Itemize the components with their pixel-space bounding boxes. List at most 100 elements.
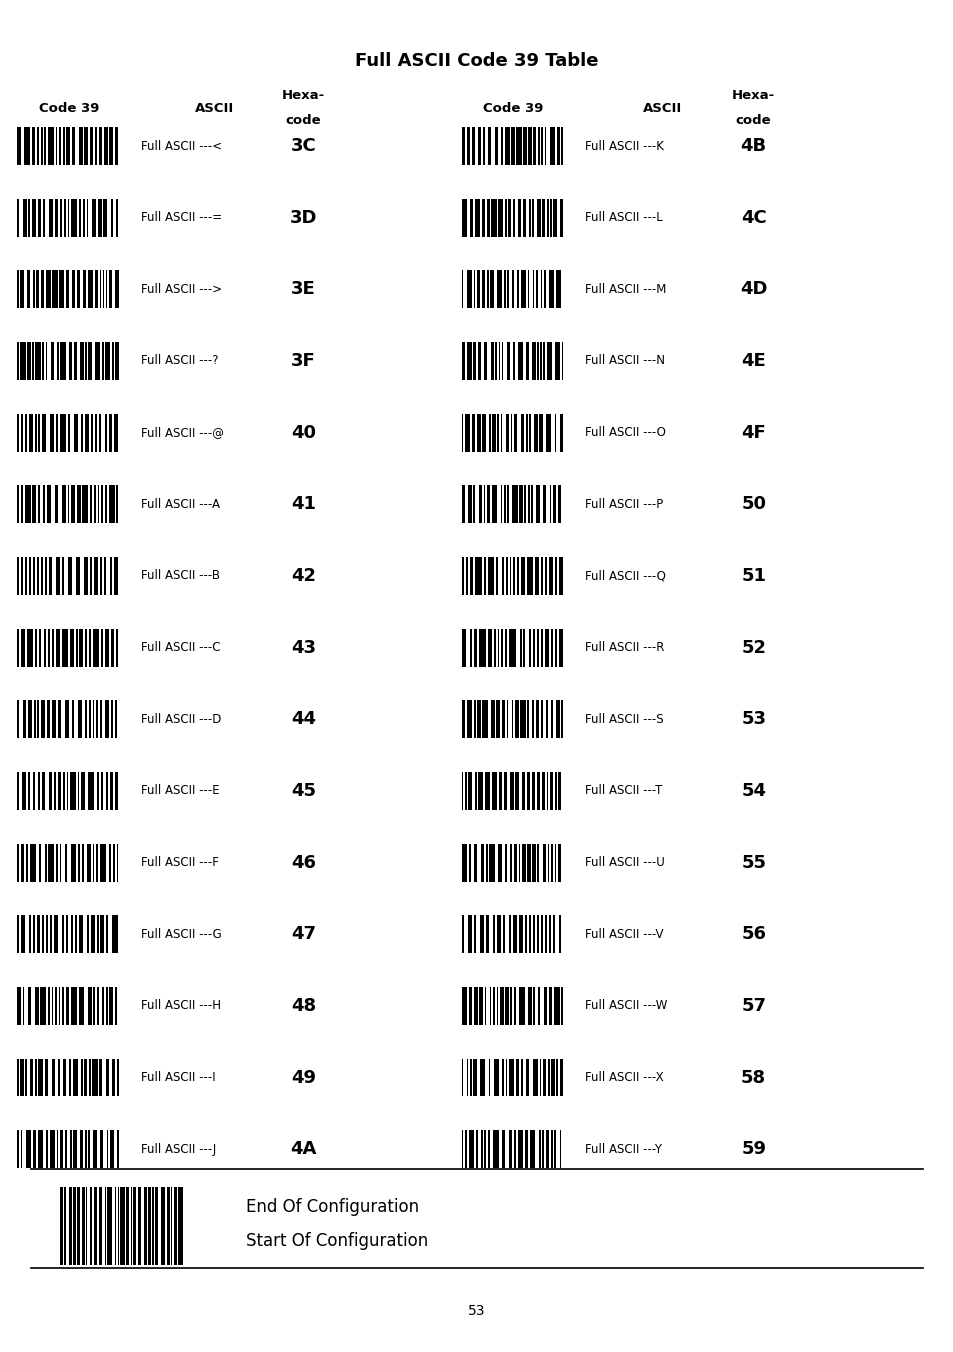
Bar bbox=[97, 772, 99, 810]
Bar bbox=[37, 127, 39, 165]
Bar bbox=[69, 1187, 71, 1265]
Bar bbox=[100, 915, 104, 953]
Bar bbox=[516, 127, 521, 165]
Bar bbox=[52, 700, 55, 738]
Bar bbox=[493, 629, 495, 667]
Bar bbox=[71, 485, 75, 523]
Bar bbox=[99, 270, 101, 308]
Bar bbox=[461, 629, 465, 667]
Text: Hexa-: Hexa- bbox=[731, 89, 775, 103]
Bar bbox=[485, 844, 487, 882]
Bar bbox=[55, 127, 57, 165]
Bar bbox=[497, 844, 501, 882]
Bar bbox=[114, 987, 116, 1025]
Bar bbox=[38, 485, 40, 523]
Bar bbox=[51, 414, 54, 452]
Bar bbox=[518, 844, 520, 882]
Text: 49: 49 bbox=[291, 1068, 315, 1087]
Bar bbox=[496, 557, 497, 595]
Bar bbox=[96, 700, 98, 738]
Bar bbox=[538, 414, 542, 452]
Bar bbox=[507, 485, 509, 523]
Bar bbox=[60, 1187, 63, 1265]
Bar bbox=[523, 629, 525, 667]
Bar bbox=[46, 270, 51, 308]
Bar bbox=[478, 987, 482, 1025]
Bar bbox=[109, 270, 112, 308]
Bar bbox=[54, 199, 58, 237]
Bar bbox=[78, 700, 81, 738]
Bar bbox=[116, 1130, 118, 1168]
Bar bbox=[63, 127, 65, 165]
Bar bbox=[110, 1130, 113, 1168]
Bar bbox=[91, 414, 93, 452]
Bar bbox=[70, 1130, 71, 1168]
Text: Full ASCII ---?: Full ASCII ---? bbox=[141, 354, 218, 368]
Bar bbox=[520, 557, 525, 595]
Bar bbox=[97, 987, 99, 1025]
Bar bbox=[501, 700, 504, 738]
Bar bbox=[109, 414, 112, 452]
Bar bbox=[502, 1059, 503, 1096]
Text: 48: 48 bbox=[291, 996, 315, 1015]
Bar bbox=[66, 987, 70, 1025]
Bar bbox=[514, 414, 517, 452]
Text: Full ASCII ---G: Full ASCII ---G bbox=[141, 927, 222, 941]
Bar bbox=[510, 987, 512, 1025]
Bar bbox=[537, 199, 540, 237]
Bar bbox=[36, 270, 39, 308]
Bar bbox=[89, 1130, 90, 1168]
Bar bbox=[561, 342, 562, 380]
Bar bbox=[21, 915, 25, 953]
Text: Full ASCII ---T: Full ASCII ---T bbox=[584, 784, 661, 798]
Bar bbox=[504, 199, 506, 237]
Bar bbox=[525, 342, 529, 380]
Bar bbox=[82, 1187, 85, 1265]
Bar bbox=[89, 700, 91, 738]
Bar bbox=[461, 987, 467, 1025]
Bar bbox=[101, 629, 103, 667]
Bar bbox=[93, 987, 95, 1025]
Bar bbox=[112, 342, 113, 380]
Bar bbox=[482, 127, 484, 165]
Bar bbox=[65, 1130, 67, 1168]
Bar bbox=[474, 270, 475, 308]
Bar bbox=[508, 199, 511, 237]
Bar bbox=[25, 414, 27, 452]
Text: 50: 50 bbox=[740, 495, 765, 514]
Bar bbox=[522, 199, 525, 237]
Bar bbox=[17, 700, 19, 738]
Bar bbox=[106, 915, 108, 953]
Bar bbox=[493, 987, 495, 1025]
Bar bbox=[483, 557, 485, 595]
Bar bbox=[517, 342, 522, 380]
Text: 59: 59 bbox=[740, 1140, 765, 1159]
Text: 41: 41 bbox=[291, 495, 315, 514]
Text: 4A: 4A bbox=[290, 1140, 316, 1159]
Bar bbox=[89, 629, 91, 667]
Text: ASCII: ASCII bbox=[642, 101, 682, 115]
Bar bbox=[524, 485, 526, 523]
Text: Full ASCII ---L: Full ASCII ---L bbox=[584, 211, 661, 224]
Bar bbox=[555, 557, 557, 595]
Bar bbox=[23, 987, 24, 1025]
Bar bbox=[59, 127, 61, 165]
Text: Full ASCII ---D: Full ASCII ---D bbox=[141, 713, 221, 726]
Bar bbox=[111, 199, 112, 237]
Bar bbox=[468, 772, 471, 810]
Bar bbox=[559, 414, 562, 452]
Bar bbox=[505, 629, 507, 667]
Bar bbox=[106, 1059, 109, 1096]
Bar bbox=[513, 342, 514, 380]
Bar bbox=[558, 915, 560, 953]
Bar bbox=[523, 127, 526, 165]
Bar bbox=[543, 342, 544, 380]
Bar bbox=[475, 557, 481, 595]
Bar bbox=[32, 1130, 36, 1168]
Bar bbox=[71, 199, 77, 237]
Bar bbox=[171, 1187, 172, 1265]
Bar bbox=[545, 1130, 549, 1168]
Bar bbox=[38, 1059, 44, 1096]
Bar bbox=[519, 485, 522, 523]
Bar bbox=[81, 414, 83, 452]
